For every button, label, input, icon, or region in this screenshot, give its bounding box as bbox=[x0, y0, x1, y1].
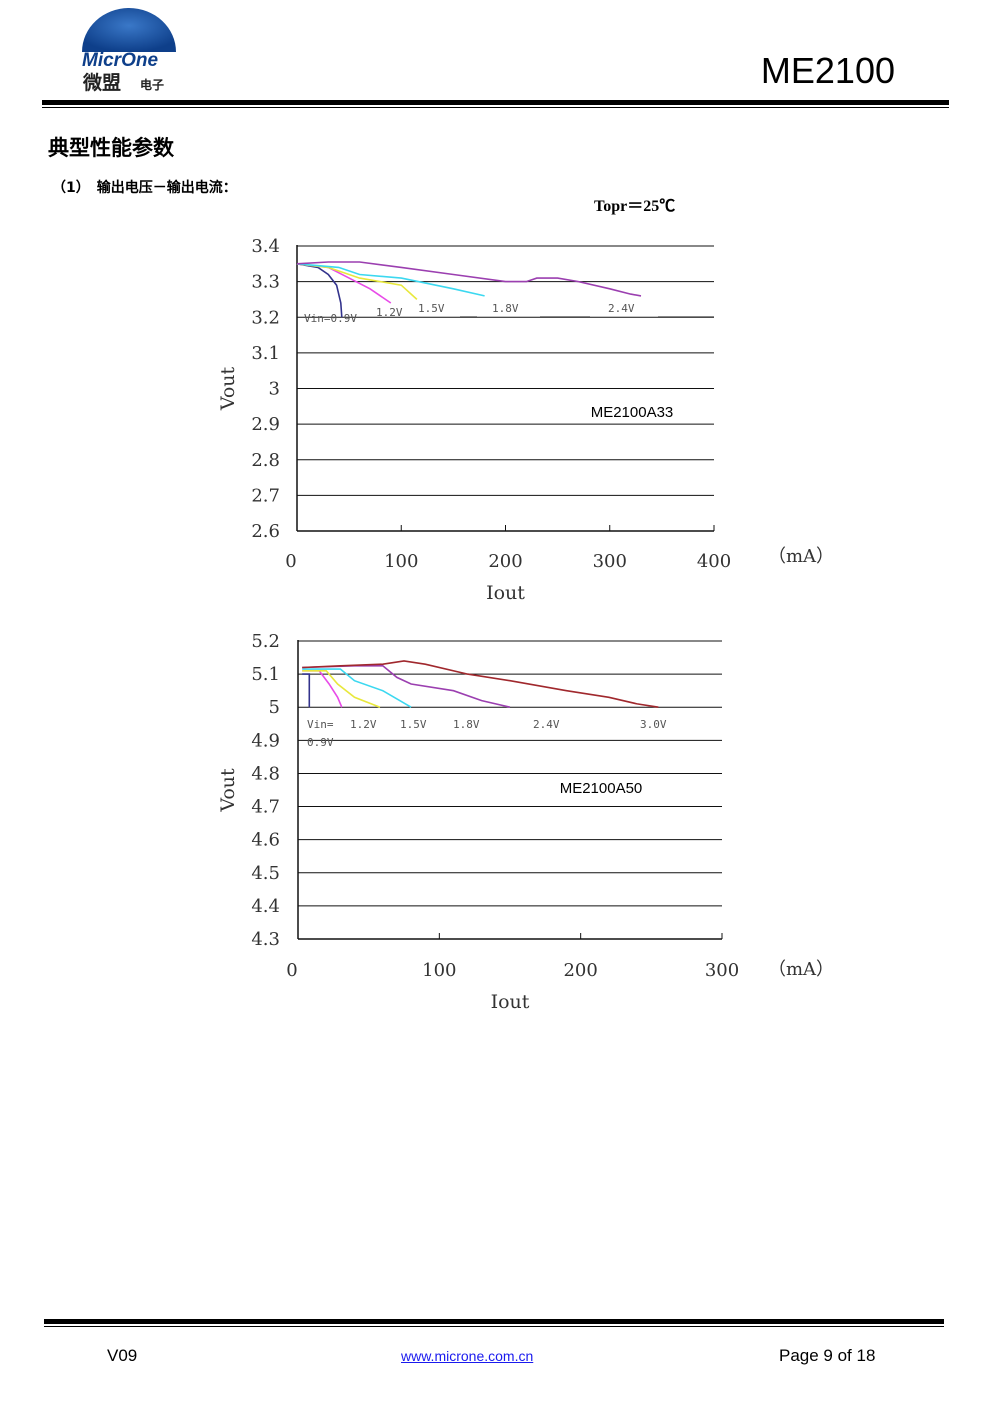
series-line bbox=[302, 669, 343, 708]
y-tick-label: 4.8 bbox=[251, 763, 280, 784]
y-axis-title: Vout bbox=[217, 366, 239, 411]
x-tick-label: 100 bbox=[384, 551, 418, 572]
series-label: 2.4V bbox=[608, 302, 635, 315]
series-label: 2.4V bbox=[533, 718, 560, 731]
series-line bbox=[296, 263, 343, 318]
x-axis-unit: （mA） bbox=[768, 959, 834, 980]
x-axis-title: Iout bbox=[486, 582, 525, 604]
y-tick-label: 4.6 bbox=[251, 830, 280, 851]
header-divider-thin bbox=[42, 107, 949, 108]
part-number: ME2100 bbox=[760, 50, 895, 91]
series-label: 3.0V bbox=[640, 718, 667, 731]
logo-text-cn-sub: 电子 bbox=[140, 77, 164, 92]
footer-website-link[interactable]: www.microne.com.cn bbox=[401, 1348, 534, 1364]
y-tick-label: 4.3 bbox=[251, 929, 280, 950]
chart-me2100a33: 2.6 2.7 2.8 2.9 3 3.1 3.2 3.3 3.4 0 100 200 300 400 Io… bbox=[217, 236, 834, 604]
y-tick-label: 3.2 bbox=[251, 307, 280, 328]
footer-divider-thin bbox=[44, 1326, 944, 1327]
series-line bbox=[296, 263, 485, 297]
series-line bbox=[296, 261, 642, 297]
series-label: 1.2V bbox=[350, 718, 377, 731]
y-tick-label: 5.1 bbox=[251, 664, 280, 685]
x-axis-unit: （mA） bbox=[768, 546, 834, 567]
series-label: 1.8V bbox=[492, 302, 519, 315]
y-tick-label: 2.6 bbox=[251, 521, 280, 542]
x-tick-label: 100 bbox=[422, 960, 456, 981]
series-label: 1.5V bbox=[418, 302, 445, 315]
footer-divider bbox=[44, 1319, 944, 1324]
series-label: 0.9V bbox=[307, 736, 334, 749]
footer-page-number: Page 9 of 18 bbox=[779, 1346, 876, 1365]
y-tick-label: 5.2 bbox=[251, 631, 280, 652]
series-label: Vin=0.9V bbox=[304, 312, 357, 325]
logo-text-en: MicrOne bbox=[82, 50, 158, 71]
logo-text-cn: 微盟 bbox=[82, 71, 121, 94]
series-label: 1.2V bbox=[376, 306, 403, 319]
x-tick-label: 300 bbox=[593, 551, 627, 572]
header-divider bbox=[42, 100, 949, 105]
x-tick-label: 0 bbox=[285, 551, 296, 572]
x-tick-label: 200 bbox=[488, 551, 522, 572]
series-label: 1.8V bbox=[453, 718, 480, 731]
y-tick-label: 2.9 bbox=[251, 414, 280, 435]
series-line bbox=[302, 660, 659, 708]
y-tick-label: 3.4 bbox=[251, 236, 280, 257]
series-label: Vin= bbox=[307, 718, 334, 731]
x-tick-label: 400 bbox=[697, 551, 731, 572]
y-tick-label: 2.8 bbox=[251, 450, 280, 471]
series-line bbox=[302, 669, 381, 708]
y-axis-title: Vout bbox=[217, 768, 239, 813]
subsection-title: （1） 输出电压－输出电流： bbox=[52, 180, 237, 196]
chart-model-label: ME2100A33 bbox=[591, 404, 674, 421]
x-axis-title: Iout bbox=[491, 991, 530, 1013]
series-line bbox=[302, 673, 311, 708]
y-tick-label: 3.1 bbox=[251, 343, 280, 364]
x-tick-label: 0 bbox=[286, 960, 297, 981]
chart-model-label: ME2100A50 bbox=[560, 780, 643, 797]
x-tick-label: 200 bbox=[563, 960, 597, 981]
y-tick-label: 4.4 bbox=[251, 896, 280, 917]
series-label: 1.5V bbox=[400, 718, 427, 731]
y-tick-label: 3 bbox=[269, 379, 280, 400]
company-logo: MicrOne 微盟 电子 bbox=[78, 6, 180, 98]
temperature-condition: Topr＝25℃ bbox=[594, 198, 676, 215]
series-line bbox=[302, 668, 412, 708]
chart-me2100a50: 4.3 4.4 4.5 4.6 4.7 4.8 4.9 5 5.1 5.2 0 100 200 300 Io… bbox=[217, 631, 834, 1013]
y-tick-label: 3.3 bbox=[251, 272, 280, 293]
series-line bbox=[302, 664, 511, 708]
footer-version: V09 bbox=[107, 1346, 138, 1365]
section-title: 典型性能参数 bbox=[48, 136, 174, 160]
y-tick-label: 4.7 bbox=[251, 797, 280, 818]
x-tick-label: 300 bbox=[705, 960, 739, 981]
y-tick-label: 2.7 bbox=[251, 485, 280, 506]
y-tick-label: 4.9 bbox=[251, 730, 280, 751]
y-tick-label: 4.5 bbox=[251, 863, 280, 884]
y-tick-label: 5 bbox=[269, 697, 280, 718]
